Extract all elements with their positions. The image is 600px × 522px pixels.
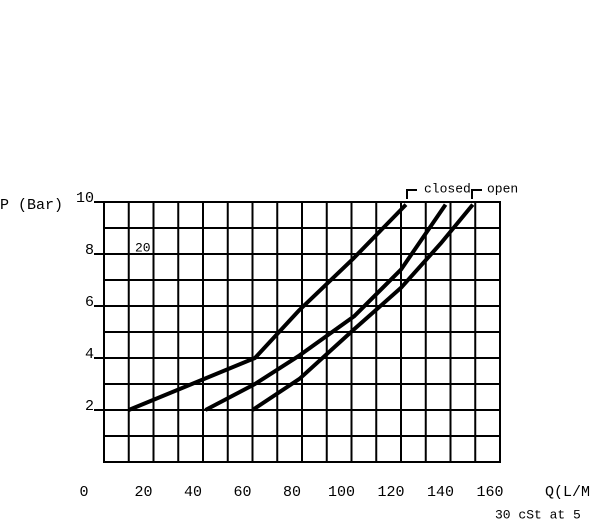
note: 30 cSt at 5 xyxy=(495,507,581,522)
open-marker xyxy=(471,189,482,199)
y-tick-label: 8 xyxy=(85,242,94,259)
annotation: closed xyxy=(424,181,471,196)
x-tick-label: 40 xyxy=(184,484,202,501)
plot-border xyxy=(103,201,501,463)
y-tick-label: 10 xyxy=(76,190,94,207)
x-tick-label: 20 xyxy=(134,484,152,501)
x-tick-label: 160 xyxy=(476,484,503,501)
x-tick-label: 140 xyxy=(427,484,454,501)
x-tick-label: 80 xyxy=(283,484,301,501)
curve xyxy=(251,203,475,412)
y-tick-label: 4 xyxy=(85,346,94,363)
x-tick-label: 0 xyxy=(79,484,88,501)
annotation: open xyxy=(487,181,518,196)
x-tick-label: 60 xyxy=(233,484,251,501)
x-axis-label: Q(L/M xyxy=(545,484,590,501)
closed-marker xyxy=(406,189,417,199)
curve xyxy=(204,203,448,412)
y-axis-label: P (Bar) xyxy=(0,197,63,214)
x-tick-label: 120 xyxy=(377,484,404,501)
y-tick-label: 6 xyxy=(85,294,94,311)
annotation: 20 xyxy=(135,240,151,255)
curve xyxy=(127,203,408,412)
x-tick-label: 100 xyxy=(328,484,355,501)
y-tick-label: 2 xyxy=(85,398,94,415)
